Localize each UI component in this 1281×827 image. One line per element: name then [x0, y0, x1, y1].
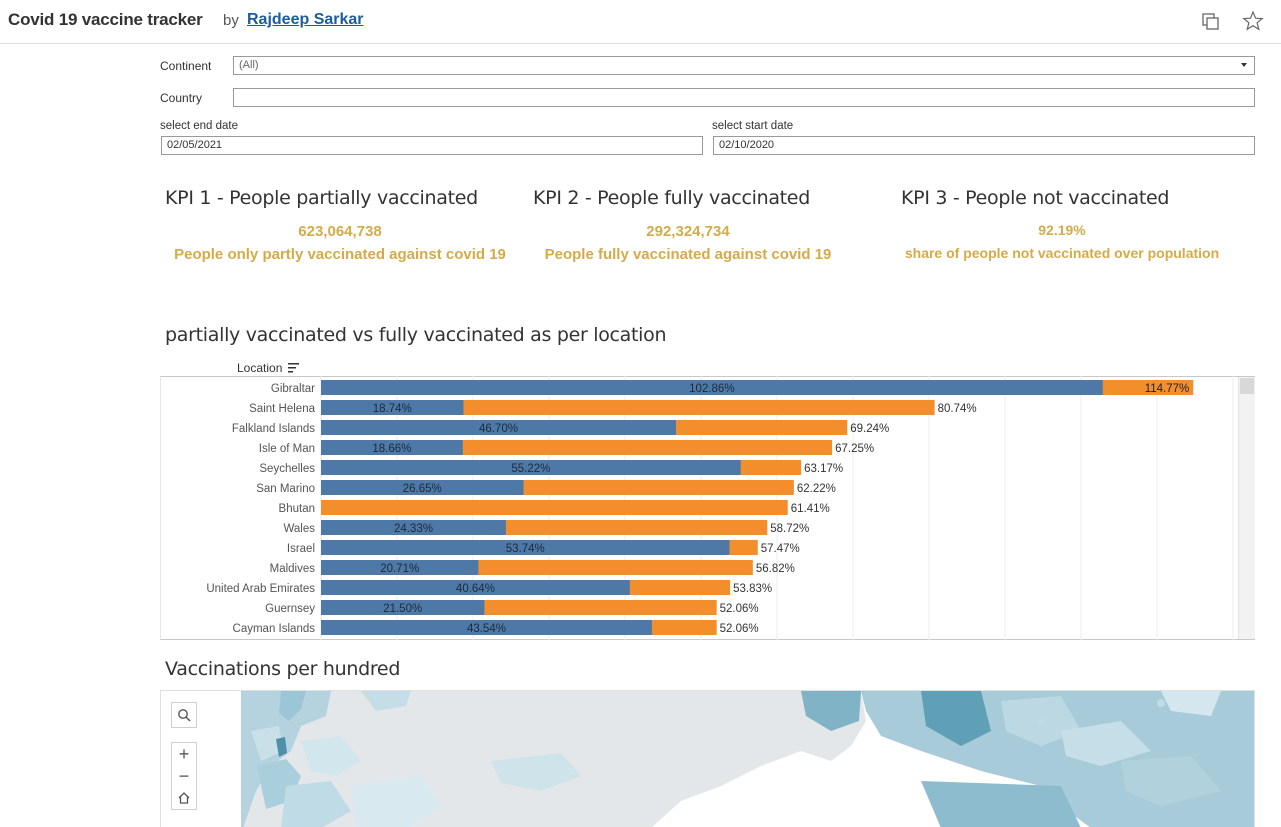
location-label: Falkland Islands [232, 423, 315, 435]
kpi1-description: People only partly vaccinated against co… [174, 246, 506, 263]
bar-fully[interactable] [321, 580, 630, 595]
location-label: Saint Helena [249, 403, 315, 415]
bar-partial[interactable] [321, 500, 788, 515]
bar-label-fully: 18.74% [373, 403, 412, 415]
workbook-title: Covid 19 vaccine tracker [8, 10, 203, 29]
bar-label-fully: 43.54% [467, 623, 506, 635]
location-label: Israel [287, 543, 315, 555]
zoom-out-button[interactable]: − [178, 765, 190, 786]
bar-chart: Gibraltar 114.77% 102.86% Saint Helena 80.74… [206, 376, 1234, 640]
continent-dropdown[interactable]: (All) [233, 56, 1255, 75]
bar-label-fully: 24.33% [394, 523, 433, 535]
bar-label-partial: 57.47% [761, 543, 800, 555]
bar-label-fully: 55.22% [511, 463, 550, 475]
top-header: Covid 19 vaccine tracker by Rajdeep Sark… [0, 0, 1281, 44]
start-date-label: select start date [712, 120, 794, 132]
bar-label-partial: 67.25% [835, 443, 874, 455]
kpi1-value: 623,064,738 [298, 223, 382, 240]
bar-label-fully: 18.66% [372, 443, 411, 455]
bar-label-partial: 114.77% [1145, 383, 1190, 395]
bar-label-fully: 46.70% [479, 423, 518, 435]
country-input[interactable] [233, 88, 1255, 107]
continent-label: Continent [160, 59, 212, 73]
location-label: Guernsey [265, 603, 315, 615]
kpi1-title: KPI 1 - People partially vaccinated [165, 187, 478, 209]
favorite-star-icon[interactable] [1242, 10, 1264, 32]
zoom-in-button[interactable]: + [178, 743, 190, 764]
location-label: United Arab Emirates [206, 583, 315, 595]
bar-fully[interactable] [321, 400, 464, 415]
bar-fully[interactable] [321, 520, 506, 535]
scrollbar-thumb[interactable] [1240, 378, 1254, 394]
author-link[interactable]: Rajdeep Sarkar [247, 11, 364, 28]
end-date-label: select end date [160, 120, 239, 132]
by-text: by [223, 12, 239, 29]
kpi2-description: People fully vaccinated against covid 19 [544, 246, 832, 263]
location-label: Gibraltar [271, 383, 315, 395]
sort-icon[interactable] [288, 363, 299, 373]
kpi3-title: KPI 3 - People not vaccinated [901, 187, 1170, 209]
map-title: Vaccinations per hundred [165, 658, 401, 680]
location-label: Bhutan [279, 503, 315, 515]
bar-label-fully: 20.71% [380, 563, 419, 575]
location-column-header[interactable]: Location [237, 361, 283, 375]
location-label: Isle of Man [259, 443, 315, 455]
location-label: Maldives [270, 563, 316, 575]
bar-chart-frame [160, 376, 1255, 640]
bar-fully[interactable] [321, 460, 741, 475]
bar-fully[interactable] [321, 540, 730, 555]
bar-fully[interactable] [321, 420, 676, 435]
kpi3-value: 92.19% [1038, 222, 1086, 238]
kpi2-title: KPI 2 - People fully vaccinated [533, 187, 810, 209]
bar-label-partial: 63.17% [804, 463, 843, 475]
map-zoom-controls: + − [171, 742, 197, 810]
bar-label-partial: 69.24% [850, 423, 889, 435]
bar-label-partial: 58.72% [770, 523, 809, 535]
bar-label-partial: 56.82% [756, 563, 795, 575]
chart-scrollbar[interactable] [1238, 377, 1255, 639]
country-label: Country [160, 91, 203, 105]
bar-label-fully: 102.86% [689, 383, 734, 395]
bar-fully[interactable] [321, 620, 652, 635]
location-label: Wales [283, 523, 315, 535]
location-label: Seychelles [259, 463, 315, 475]
bar-fully[interactable] [321, 380, 1103, 395]
continent-selected-value: (All) [239, 59, 259, 71]
location-label: Cayman Islands [233, 623, 316, 635]
end-date-input[interactable]: 02/05/2021 [161, 136, 703, 155]
bar-fully[interactable] [321, 560, 479, 575]
bar-label-partial: 61.41% [791, 503, 830, 515]
start-date-input[interactable]: 02/10/2020 [713, 136, 1255, 155]
vaccinations-map[interactable]: + − [160, 690, 1255, 827]
bar-label-partial: 52.06% [720, 623, 759, 635]
bar-fully[interactable] [321, 600, 485, 615]
search-icon [178, 709, 191, 722]
bar-label-fully: 53.74% [506, 543, 545, 555]
copy-icon[interactable] [1199, 10, 1221, 32]
bar-label-partial: 80.74% [938, 403, 977, 415]
bar-label-partial: 52.06% [720, 603, 759, 615]
home-icon [178, 792, 190, 804]
bar-label-fully: 40.64% [456, 583, 495, 595]
bar-label-partial: 62.22% [797, 483, 836, 495]
location-label: San Marino [256, 483, 315, 495]
kpi3-description: share of people not vaccinated over popu… [904, 245, 1220, 261]
bar-partial[interactable] [321, 400, 935, 415]
map-home-button[interactable] [172, 787, 196, 809]
bar-fully[interactable] [321, 480, 524, 495]
bar-label-partial: 53.83% [733, 583, 772, 595]
bar-chart-title: partially vaccinated vs fully vaccinated… [165, 324, 667, 346]
bar-label-fully: 26.65% [403, 483, 442, 495]
chevron-down-icon [1241, 63, 1247, 67]
bar-fully[interactable] [321, 440, 463, 455]
world-map-image [161, 691, 1254, 827]
kpi2-value: 292,324,734 [646, 223, 730, 240]
bar-label-fully: 21.50% [383, 603, 422, 615]
map-search-button[interactable] [171, 702, 197, 728]
